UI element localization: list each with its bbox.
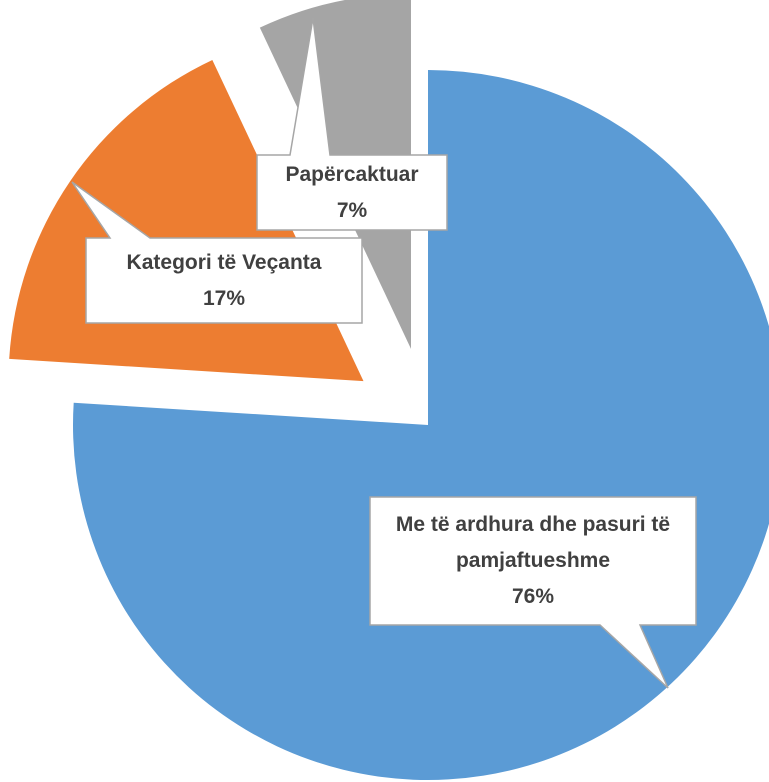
value-label: 7% — [336, 198, 368, 222]
category-name: Me të ardhura dhe pasuri të pamjaftueshm… — [395, 513, 671, 572]
data-label: Papërcaktuar 7% — [265, 157, 439, 229]
value-label: 76% — [511, 585, 555, 608]
callout-box — [71, 181, 363, 324]
data-label: Kategori të Veçanta 17% — [94, 245, 354, 317]
data-label: Me të ardhura dhe pasuri të pamjaftueshm… — [378, 507, 688, 615]
callout-box — [256, 17, 448, 231]
value-label: 17% — [202, 286, 246, 310]
category-name: Kategori të Veçanta — [126, 250, 322, 274]
category-name: Papërcaktuar — [285, 162, 419, 186]
callout-box — [369, 496, 697, 689]
